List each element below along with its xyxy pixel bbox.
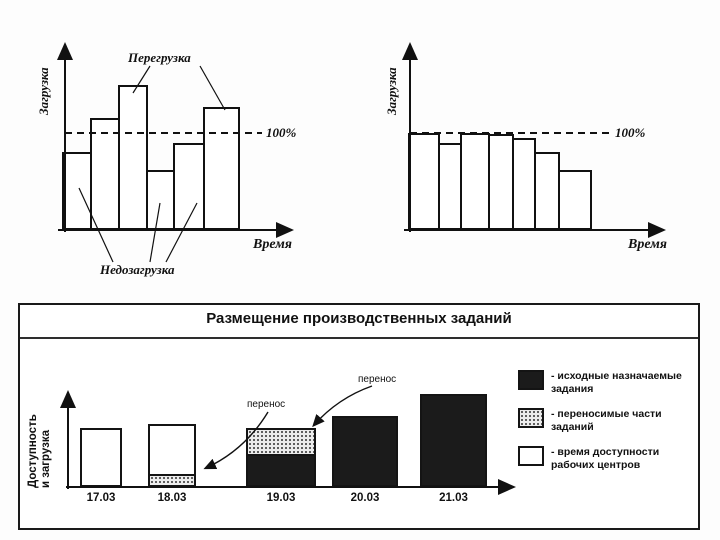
legend-item: - время доступности рабочих центров [518,446,694,471]
load-bar [438,143,462,230]
load-bar [408,133,440,230]
overload-label: Перегрузка [128,50,191,65]
underload-label: Недозагрузка [100,262,175,277]
left-chart-y-axis-label: Загрузка [36,67,51,115]
schedule-y-axis-label: Доступность и загрузка [27,414,52,488]
transfer-annotation-2: перенос [358,374,397,385]
legend-item: - переносимые части заданий [518,408,694,433]
load-bar [558,170,592,230]
load-bar [460,133,490,230]
legend: - исходные назначаемые задания - переноси… [518,370,694,484]
load-bar [118,85,148,230]
right-chart-100-percent-label: 100% [615,125,646,140]
load-bar [146,170,175,230]
right-chart-y-axis-label: Загрузка [384,67,399,115]
right-chart-x-axis-label: Время [628,237,668,252]
load-bar [90,118,120,230]
legend-label: - время доступности рабочих центров [551,446,660,471]
bar-segment-black [246,454,316,487]
schedule-dates: 17.03 18.03 19.03 20.03 21.03 [0,492,720,512]
date-label: 20.03 [350,492,380,504]
load-bar [512,138,536,230]
date-label: 18.03 [157,492,187,504]
load-bar [173,143,205,230]
legend-label: - переносимые части заданий [551,408,662,433]
legend-swatch-white [518,446,544,466]
load-bar [534,152,560,230]
legend-swatch-dotted [518,408,544,428]
bar-segment-black [420,394,487,487]
load-bar [488,134,514,230]
bar-segment-black [332,416,398,487]
transfer-annotation-1: перенос [247,399,286,410]
left-chart-x-axis-label: Время [253,237,293,252]
legend-label: - исходные назначаемые задания [551,370,682,395]
left-chart-bars [62,65,292,230]
left-chart-100-percent-label: 100% [266,125,297,140]
load-bar [62,152,92,230]
date-label: 19.03 [266,492,296,504]
date-label: 17.03 [86,492,116,504]
load-bar [203,107,240,230]
right-chart-bars [408,65,608,230]
legend-swatch-black [518,370,544,390]
bar-segment-dotted [246,428,316,456]
bar-segment-white [148,424,196,476]
title-underline [20,337,698,339]
schedule-title: Размещение производственных заданий [206,310,512,327]
date-label: 21.03 [439,492,468,504]
bar-segment-white [80,428,122,487]
legend-item: - исходные назначаемые задания [518,370,694,395]
